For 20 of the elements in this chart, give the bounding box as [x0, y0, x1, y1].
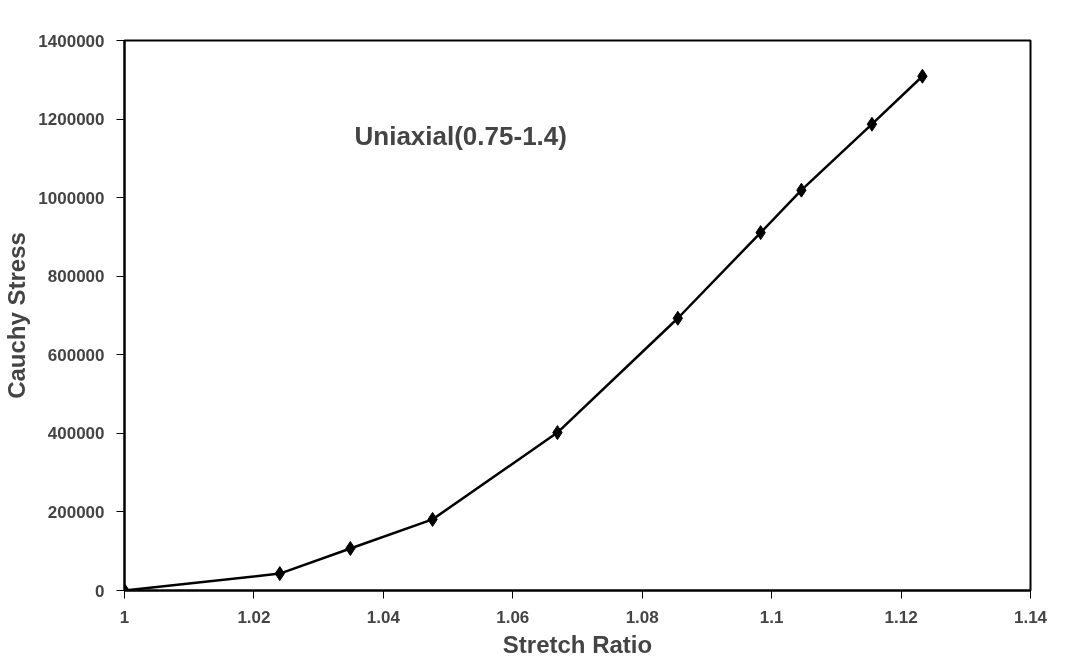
y-tick-label: 400000 [47, 424, 105, 444]
x-tick-label: 1.04 [366, 607, 401, 627]
x-tick-label: 1.14 [1013, 607, 1048, 627]
x-tick-label: 1.02 [237, 607, 271, 627]
x-tick-label: 1.12 [884, 607, 918, 627]
x-tick-label: 1.1 [759, 607, 784, 627]
x-tick-label: 1.08 [625, 607, 659, 627]
y-tick-label: 600000 [47, 345, 105, 365]
point [866, 116, 878, 132]
x-tick-label: 1.06 [496, 607, 530, 627]
y-tick-label: 1400000 [38, 31, 105, 51]
y-tick-label: 0 [95, 581, 105, 601]
x-tick-label: 1 [119, 607, 130, 627]
y-tick-label: 200000 [47, 502, 105, 522]
x-axis-title: Stretch Ratio [502, 630, 653, 658]
annotation: Uniaxial(0.75-1.4) [354, 120, 567, 151]
y-tick-label: 800000 [47, 267, 105, 287]
y-axis-title: Cauchy Stress [3, 232, 31, 399]
y-tick-label: 1200000 [38, 110, 105, 130]
y-tick-label: 1000000 [38, 188, 105, 208]
